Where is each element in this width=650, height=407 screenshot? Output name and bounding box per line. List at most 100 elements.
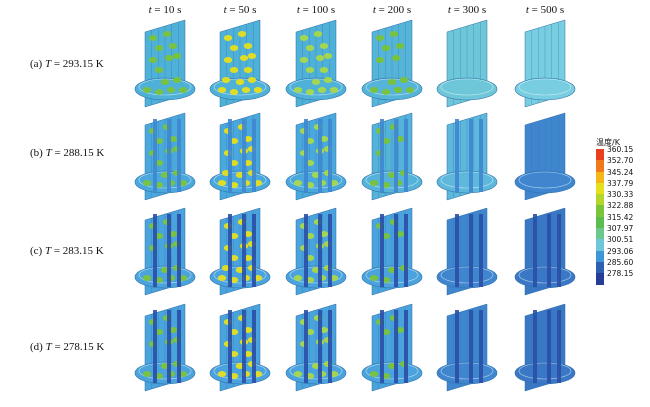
hot-spot [148, 57, 158, 63]
legend-swatch [596, 205, 604, 217]
hot-spot [369, 180, 379, 186]
legend-row: 315.42 [596, 213, 646, 229]
legend-row: 307.97 [596, 224, 646, 240]
legend-swatch [596, 273, 604, 285]
hot-spot [369, 275, 379, 281]
row-prefix: (d) [30, 341, 46, 353]
legend-row: 293.06 [596, 247, 646, 262]
hot-spot [172, 77, 182, 83]
legend-scale: 360.15 352.70 345.24 337.79 330.33 322.88 315.… [596, 145, 646, 285]
panel-r1-c1 [134, 19, 196, 108]
row-label-4: (d) T = 278.15 K [30, 341, 104, 353]
cooling-tube [455, 119, 459, 192]
time-value: = 10 s [151, 4, 182, 16]
legend-swatch [596, 160, 604, 172]
cooling-tube [328, 214, 332, 287]
cooling-tube [304, 310, 308, 383]
hot-spot [389, 31, 399, 37]
cooling-tube [318, 119, 322, 192]
legend-swatch [596, 250, 604, 262]
legend-tick: 345.24 [607, 167, 634, 177]
base-disc [514, 265, 576, 289]
base-disc [436, 361, 498, 385]
hot-spot [217, 371, 227, 377]
hot-spot [237, 31, 247, 37]
panel-r3-c3 [285, 207, 347, 296]
column-label-6: t = 500 s [526, 4, 564, 16]
cooling-tube [380, 310, 384, 383]
cooling-tube [228, 214, 232, 287]
legend-row: 360.15 [596, 145, 646, 161]
cooling-tube [479, 214, 483, 287]
column-label-4: t = 200 s [373, 4, 411, 16]
legend-tick: 337.79 [607, 178, 634, 188]
base-disc [514, 77, 576, 101]
legend-swatch [596, 149, 604, 161]
hot-spot [387, 79, 397, 85]
cooling-tube [404, 310, 408, 383]
time-value: = 50 s [226, 4, 257, 16]
column-label-3: t = 100 s [297, 4, 335, 16]
legend-row: 345.24 [596, 168, 646, 183]
cooling-tube [252, 310, 256, 383]
hot-spot [391, 55, 401, 61]
disc-rim [440, 78, 494, 96]
legend-swatch [596, 171, 604, 183]
panel-r1-c3 [285, 19, 347, 108]
hot-spot [317, 87, 327, 93]
hot-spot [399, 77, 409, 83]
hot-spot [293, 87, 303, 93]
legend-row: 322.88 [596, 201, 646, 217]
legend-tick: 360.15 [607, 145, 634, 154]
legend-row: 352.70 [596, 156, 646, 172]
temperature-value: = 288.15 K [51, 147, 105, 159]
row-prefix: (b) [30, 147, 46, 159]
hot-spot [253, 87, 263, 93]
legend-swatch [596, 182, 604, 195]
legend-tick: 307.97 [607, 224, 634, 234]
hot-spot [154, 89, 164, 95]
hot-spot [375, 57, 385, 63]
hot-spot [305, 89, 315, 95]
hot-spot [299, 35, 309, 41]
cooling-tube [547, 214, 551, 287]
panel-r4-c3 [285, 303, 347, 392]
hot-spot [293, 275, 303, 281]
hot-spot [223, 35, 233, 41]
cooling-tube [177, 214, 181, 287]
cooling-tube [328, 310, 332, 383]
cooling-tube [557, 310, 561, 383]
cooling-tube [304, 119, 308, 192]
hot-spot [229, 67, 239, 73]
base-disc [514, 170, 576, 194]
hot-spot [229, 45, 239, 51]
hot-spot [154, 45, 164, 51]
cooling-tube [167, 310, 171, 383]
legend-row: 330.33 [596, 190, 646, 206]
hot-spot [293, 180, 303, 186]
hot-spot [142, 87, 152, 93]
hot-spot [381, 89, 391, 95]
hot-spot [369, 87, 379, 93]
time-symbol: t [296, 4, 300, 16]
cooling-tube [479, 310, 483, 383]
temperature-value: = 283.15 K [51, 245, 104, 257]
base-disc [436, 170, 498, 194]
temperature-symbol: T [45, 341, 52, 353]
hot-spot [223, 57, 233, 63]
cooling-tube [533, 214, 537, 287]
time-symbol: t [525, 4, 529, 16]
hot-spot [217, 180, 227, 186]
hot-spot [375, 35, 385, 41]
disc-rim [518, 171, 572, 189]
cooling-tube [242, 119, 246, 192]
legend-tick: 293.06 [607, 246, 634, 256]
panel-r2-c5 [436, 112, 498, 201]
time-value: = 500 s [528, 4, 565, 16]
time-symbol: t [447, 4, 451, 16]
column-label-5: t = 300 s [448, 4, 486, 16]
column-label-2: t = 50 s [224, 4, 257, 16]
legend-tick: 300.51 [607, 235, 634, 245]
cooling-tube [153, 310, 157, 383]
